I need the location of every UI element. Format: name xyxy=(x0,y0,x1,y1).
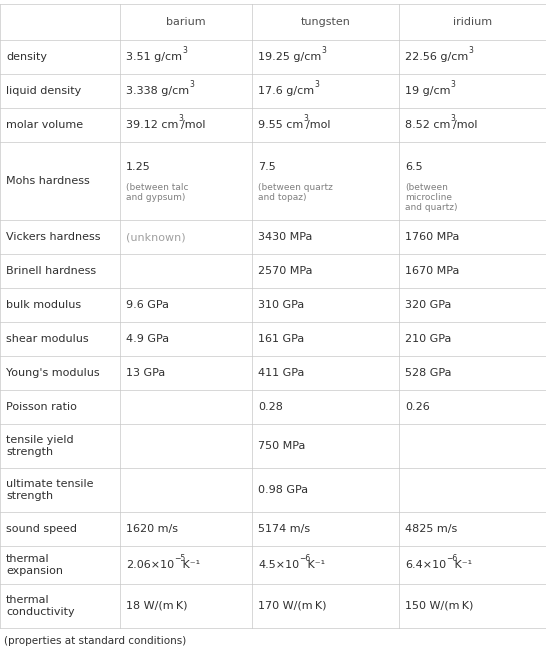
Text: 9.55 cm: 9.55 cm xyxy=(258,120,303,130)
Text: 320 GPa: 320 GPa xyxy=(405,300,452,310)
Text: 3: 3 xyxy=(314,81,319,89)
Text: 3: 3 xyxy=(182,47,187,55)
Text: Vickers hardness: Vickers hardness xyxy=(6,232,100,242)
Text: 4.9 GPa: 4.9 GPa xyxy=(126,334,169,344)
Text: 2.06×10: 2.06×10 xyxy=(126,560,174,570)
Text: Young's modulus: Young's modulus xyxy=(6,368,99,378)
Text: (between quartz: (between quartz xyxy=(258,183,333,191)
Text: K⁻¹: K⁻¹ xyxy=(451,560,472,570)
Text: barium: barium xyxy=(166,17,206,27)
Text: 1670 MPa: 1670 MPa xyxy=(405,266,459,276)
Text: 4.5×10: 4.5×10 xyxy=(258,560,299,570)
Text: 5174 m/s: 5174 m/s xyxy=(258,524,310,534)
Text: Poisson ratio: Poisson ratio xyxy=(6,402,77,412)
Text: tensile yield
strength: tensile yield strength xyxy=(6,435,74,457)
Text: 150 W/(m K): 150 W/(m K) xyxy=(405,601,473,611)
Text: and gypsum): and gypsum) xyxy=(126,193,186,201)
Text: /mol: /mol xyxy=(306,120,330,130)
Text: ultimate tensile
strength: ultimate tensile strength xyxy=(6,479,93,501)
Text: 528 GPa: 528 GPa xyxy=(405,368,452,378)
Text: −5: −5 xyxy=(174,554,186,563)
Text: /mol: /mol xyxy=(181,120,205,130)
Text: 310 GPa: 310 GPa xyxy=(258,300,304,310)
Text: 8.52 cm: 8.52 cm xyxy=(405,120,450,130)
Text: microcline: microcline xyxy=(405,193,452,201)
Text: molar volume: molar volume xyxy=(6,120,83,130)
Text: 3: 3 xyxy=(450,114,455,123)
Text: K⁻¹: K⁻¹ xyxy=(304,560,325,570)
Text: 1760 MPa: 1760 MPa xyxy=(405,232,459,242)
Text: and quartz): and quartz) xyxy=(405,203,458,211)
Text: Brinell hardness: Brinell hardness xyxy=(6,266,96,276)
Text: Mohs hardness: Mohs hardness xyxy=(6,176,90,186)
Text: (between: (between xyxy=(405,183,448,191)
Text: 210 GPa: 210 GPa xyxy=(405,334,452,344)
Text: 22.56 g/cm: 22.56 g/cm xyxy=(405,52,468,62)
Text: iridium: iridium xyxy=(453,17,492,27)
Text: 17.6 g/cm: 17.6 g/cm xyxy=(258,86,314,96)
Text: bulk modulus: bulk modulus xyxy=(6,300,81,310)
Text: (properties at standard conditions): (properties at standard conditions) xyxy=(4,636,186,646)
Text: 170 W/(m K): 170 W/(m K) xyxy=(258,601,327,611)
Text: 3: 3 xyxy=(303,114,308,123)
Text: 13 GPa: 13 GPa xyxy=(126,368,165,378)
Text: 9.6 GPa: 9.6 GPa xyxy=(126,300,169,310)
Text: 3.51 g/cm: 3.51 g/cm xyxy=(126,52,182,62)
Text: K⁻¹: K⁻¹ xyxy=(179,560,200,570)
Text: 0.98 GPa: 0.98 GPa xyxy=(258,485,308,495)
Text: 3430 MPa: 3430 MPa xyxy=(258,232,312,242)
Text: 19 g/cm: 19 g/cm xyxy=(405,86,450,96)
Text: (between talc: (between talc xyxy=(126,183,188,191)
Text: 3.338 g/cm: 3.338 g/cm xyxy=(126,86,189,96)
Text: 7.5: 7.5 xyxy=(258,162,276,172)
Text: 0.28: 0.28 xyxy=(258,402,283,412)
Text: 6.5: 6.5 xyxy=(405,162,423,172)
Text: thermal
conductivity: thermal conductivity xyxy=(6,595,75,617)
Text: −6: −6 xyxy=(446,554,458,563)
Text: 750 MPa: 750 MPa xyxy=(258,441,305,451)
Text: 19.25 g/cm: 19.25 g/cm xyxy=(258,52,321,62)
Text: 6.4×10: 6.4×10 xyxy=(405,560,446,570)
Text: 0.26: 0.26 xyxy=(405,402,430,412)
Text: 161 GPa: 161 GPa xyxy=(258,334,304,344)
Text: (unknown): (unknown) xyxy=(126,232,186,242)
Text: −6: −6 xyxy=(299,554,310,563)
Text: 1620 m/s: 1620 m/s xyxy=(126,524,178,534)
Text: tungsten: tungsten xyxy=(300,17,351,27)
Text: 3: 3 xyxy=(450,81,455,89)
Text: shear modulus: shear modulus xyxy=(6,334,88,344)
Text: 39.12 cm: 39.12 cm xyxy=(126,120,179,130)
Text: 411 GPa: 411 GPa xyxy=(258,368,304,378)
Text: and topaz): and topaz) xyxy=(258,193,306,201)
Text: 3: 3 xyxy=(468,47,473,55)
Text: 3: 3 xyxy=(179,114,183,123)
Text: /mol: /mol xyxy=(453,120,477,130)
Text: 3: 3 xyxy=(321,47,326,55)
Text: 1.25: 1.25 xyxy=(126,162,151,172)
Text: 2570 MPa: 2570 MPa xyxy=(258,266,312,276)
Text: 3: 3 xyxy=(189,81,194,89)
Text: sound speed: sound speed xyxy=(6,524,77,534)
Text: liquid density: liquid density xyxy=(6,86,81,96)
Text: thermal
expansion: thermal expansion xyxy=(6,554,63,576)
Text: density: density xyxy=(6,52,47,62)
Text: 4825 m/s: 4825 m/s xyxy=(405,524,457,534)
Text: 18 W/(m K): 18 W/(m K) xyxy=(126,601,187,611)
